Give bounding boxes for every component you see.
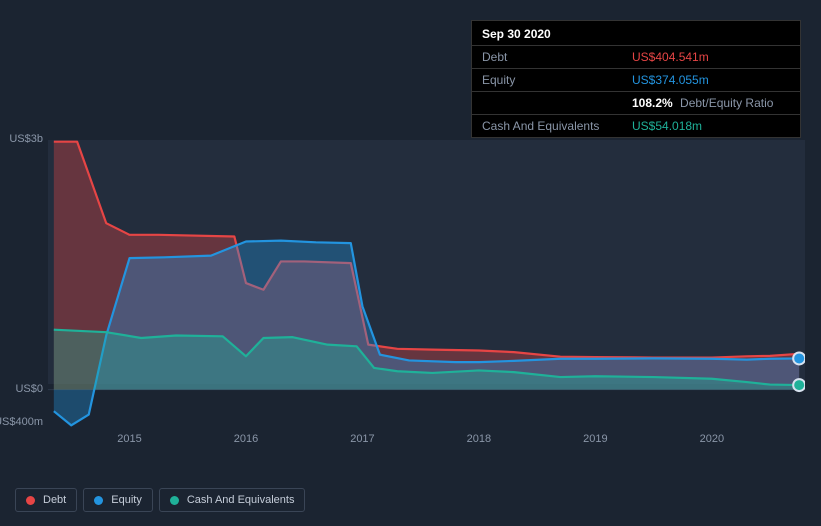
tooltip-label: Cash And Equivalents <box>482 119 632 133</box>
y-axis-label: -US$400m <box>0 416 43 428</box>
legend-item-debt[interactable]: Debt <box>15 488 77 512</box>
tooltip-ratio: 108.2% Debt/Equity Ratio <box>632 96 773 110</box>
legend-dot-icon <box>170 496 179 505</box>
legend-item-equity[interactable]: Equity <box>83 488 153 512</box>
tooltip-label: Debt <box>482 50 632 64</box>
tooltip-date: Sep 30 2020 <box>472 21 800 45</box>
chart-svg <box>48 140 805 427</box>
tooltip-row-debt: Debt US$404.541m <box>472 45 800 68</box>
tooltip-label <box>482 96 632 110</box>
x-axis-label: 2018 <box>467 433 491 445</box>
tooltip-row-equity: Equity US$374.055m <box>472 68 800 91</box>
plot-area[interactable] <box>48 140 805 427</box>
x-axis-label: 2016 <box>234 433 258 445</box>
x-axis-label: 2019 <box>583 433 607 445</box>
y-axis-label: US$0 <box>15 383 43 395</box>
tooltip-value: US$374.055m <box>632 73 709 87</box>
legend-dot-icon <box>94 496 103 505</box>
x-axis-label: 2015 <box>117 433 141 445</box>
x-axis-label: 2020 <box>700 433 724 445</box>
tooltip-row-cash: Cash And Equivalents US$54.018m <box>472 114 800 137</box>
tooltip-label: Equity <box>482 73 632 87</box>
tooltip-value: US$404.541m <box>632 50 709 64</box>
legend-label: Cash And Equivalents <box>187 494 295 506</box>
chart-container: US$3bUS$0-US$400m20152016201720182019202… <box>15 120 805 470</box>
y-axis-label: US$3b <box>9 133 43 145</box>
legend-label: Debt <box>43 494 66 506</box>
x-axis-label: 2017 <box>350 433 374 445</box>
tooltip-panel: Sep 30 2020 Debt US$404.541m Equity US$3… <box>471 20 801 138</box>
legend-item-cash[interactable]: Cash And Equivalents <box>159 488 306 512</box>
legend-dot-icon <box>26 496 35 505</box>
tooltip-row-ratio: 108.2% Debt/Equity Ratio <box>472 91 800 114</box>
legend: Debt Equity Cash And Equivalents <box>15 488 305 512</box>
legend-label: Equity <box>111 494 142 506</box>
tooltip-value: US$54.018m <box>632 119 702 133</box>
